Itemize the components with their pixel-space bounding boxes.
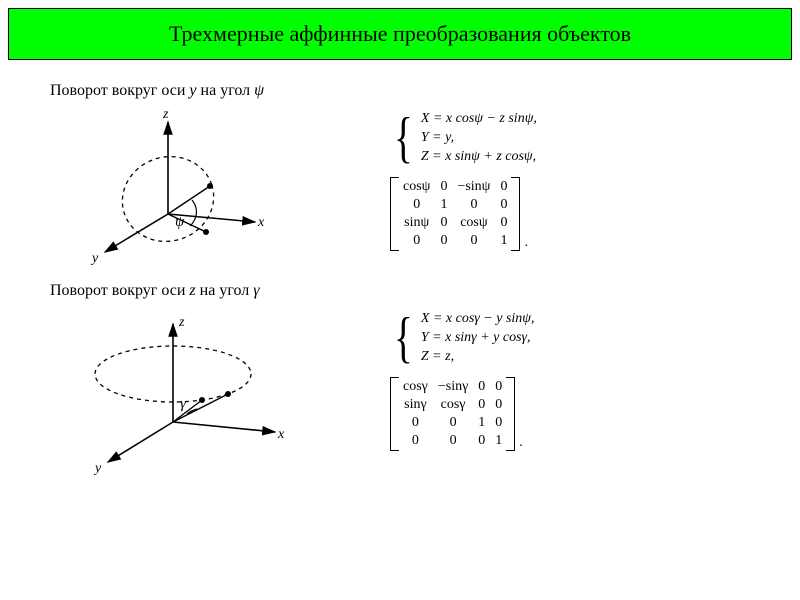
m-z-13: 0 bbox=[495, 397, 502, 413]
math-y-rotation: { X = x cosψ − z sinψ, Y = y, Z = x sinψ… bbox=[390, 104, 750, 251]
axis-label-z: z bbox=[162, 107, 169, 122]
caption-z-prefix: Поворот вокруг оси bbox=[50, 282, 189, 299]
row-z-rotation: z x y γ { X = x cosγ − y bbox=[50, 304, 750, 479]
slide-content: Поворот вокруг оси y на угол ψ z x bbox=[0, 60, 800, 479]
angle-label-gamma: γ bbox=[180, 396, 187, 412]
caption-y-angle: ψ bbox=[254, 82, 264, 99]
caption-z-rotation: Поворот вокруг оси z на угол γ bbox=[50, 282, 750, 300]
matrix-y-period: . bbox=[524, 235, 528, 251]
svg-z-axis-rotation: z x y γ bbox=[50, 304, 310, 479]
eq-z-line2: Y = x sinγ + y cosγ, bbox=[421, 329, 535, 348]
eq-y-line3: Z = x sinψ + z cosψ, bbox=[421, 148, 537, 167]
angle-label-psi: ψ bbox=[175, 214, 185, 230]
caption-z-middle: на угол bbox=[196, 282, 254, 299]
m-z-02: 0 bbox=[478, 379, 485, 395]
m-y-21: 0 bbox=[440, 215, 447, 231]
m-z-30: 0 bbox=[403, 433, 428, 449]
caption-z-angle: γ bbox=[253, 282, 259, 299]
m-z-00: cosγ bbox=[403, 379, 428, 395]
m-z-21: 0 bbox=[438, 415, 468, 431]
eq-y-line1: X = x cosψ − z sinψ, bbox=[421, 110, 537, 129]
matrix-y-wrap: cosψ 0 −sinψ 0 0 1 0 0 sinψ 0 cosψ 0 0 0 bbox=[390, 177, 750, 251]
m-z-11: cosγ bbox=[438, 397, 468, 413]
m-y-30: 0 bbox=[403, 233, 430, 249]
m-z-32: 0 bbox=[478, 433, 485, 449]
equations-z: { X = x cosγ − y sinψ, Y = x sinγ + y co… bbox=[390, 310, 750, 367]
svg-y-axis-rotation: z x y ψ bbox=[50, 104, 280, 274]
brace-icon-2: { bbox=[394, 310, 413, 367]
caption-y-axis: y bbox=[189, 82, 196, 99]
caption-y-middle: на угол bbox=[197, 82, 255, 99]
row-y-rotation: z x y ψ { X = x cosψ − z bbox=[50, 104, 750, 274]
m-y-01: 0 bbox=[440, 179, 447, 195]
m-y-23: 0 bbox=[500, 215, 507, 231]
axis-label-y: y bbox=[90, 251, 99, 266]
matrix-y: cosψ 0 −sinψ 0 0 1 0 0 sinψ 0 cosψ 0 0 0 bbox=[390, 177, 520, 251]
m-y-00: cosψ bbox=[403, 179, 430, 195]
m-z-20: 0 bbox=[403, 415, 428, 431]
axis-label-x2: x bbox=[277, 427, 285, 442]
eq-z-line3: Z = z, bbox=[421, 348, 535, 367]
m-y-10: 0 bbox=[403, 197, 430, 213]
matrix-z-wrap: cosγ −sinγ 0 0 sinγ cosγ 0 0 0 0 1 0 0 0 bbox=[390, 377, 750, 451]
m-z-03: 0 bbox=[495, 379, 502, 395]
m-y-20: sinψ bbox=[403, 215, 430, 231]
m-y-13: 0 bbox=[500, 197, 507, 213]
eq-y-line2: Y = y, bbox=[421, 129, 537, 148]
m-y-31: 0 bbox=[440, 233, 447, 249]
diagram-z-rotation: z x y γ bbox=[50, 304, 390, 479]
m-z-01: −sinγ bbox=[438, 379, 468, 395]
m-y-22: cosψ bbox=[457, 215, 490, 231]
m-y-33: 1 bbox=[500, 233, 507, 249]
m-z-12: 0 bbox=[478, 397, 485, 413]
m-z-31: 0 bbox=[438, 433, 468, 449]
axis-label-y2: y bbox=[93, 461, 102, 476]
equations-y: { X = x cosψ − z sinψ, Y = y, Z = x sinψ… bbox=[390, 110, 750, 167]
m-z-22: 1 bbox=[478, 415, 485, 431]
caption-y-prefix: Поворот вокруг оси bbox=[50, 82, 189, 99]
brace-icon: { bbox=[394, 110, 413, 167]
m-z-10: sinγ bbox=[403, 397, 428, 413]
axis-label-z2: z bbox=[178, 315, 185, 330]
diagram-y-rotation: z x y ψ bbox=[50, 104, 390, 274]
m-z-33: 1 bbox=[495, 433, 502, 449]
m-y-03: 0 bbox=[500, 179, 507, 195]
m-y-11: 1 bbox=[440, 197, 447, 213]
matrix-z-period: . bbox=[519, 435, 523, 451]
m-y-32: 0 bbox=[457, 233, 490, 249]
m-y-02: −sinψ bbox=[457, 179, 490, 195]
eq-z-line1: X = x cosγ − y sinψ, bbox=[421, 310, 535, 329]
matrix-z: cosγ −sinγ 0 0 sinγ cosγ 0 0 0 0 1 0 0 0 bbox=[390, 377, 515, 451]
slide-title: Трехмерные аффинные преобразования объек… bbox=[8, 8, 792, 60]
m-z-23: 0 bbox=[495, 415, 502, 431]
m-y-12: 0 bbox=[457, 197, 490, 213]
math-z-rotation: { X = x cosγ − y sinψ, Y = x sinγ + y co… bbox=[390, 304, 750, 451]
axis-label-x: x bbox=[257, 215, 265, 230]
caption-y-rotation: Поворот вокруг оси y на угол ψ bbox=[50, 82, 750, 100]
